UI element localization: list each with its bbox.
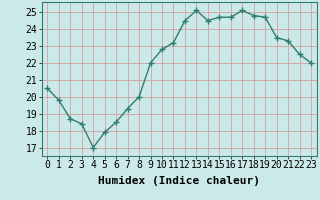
X-axis label: Humidex (Indice chaleur): Humidex (Indice chaleur) — [98, 176, 260, 186]
